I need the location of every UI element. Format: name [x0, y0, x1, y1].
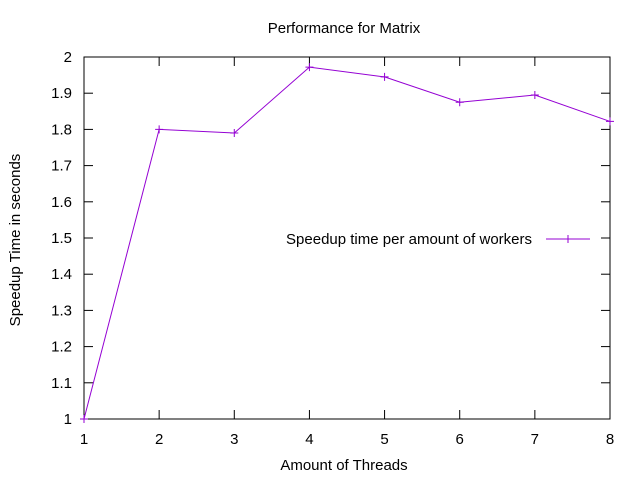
series-line — [83, 66, 611, 420]
y-tick-label: 1.7 — [51, 158, 72, 175]
x-axis-label: Amount of Threads — [280, 457, 407, 474]
x-tick-label: 3 — [230, 431, 238, 448]
y-tick-label: 1 — [64, 411, 72, 428]
data-point-marker — [155, 125, 164, 134]
data-point-marker — [606, 117, 614, 126]
series-layer — [80, 63, 614, 423]
data-point-marker — [455, 98, 464, 107]
chart-title: Performance for Matrix — [268, 20, 421, 37]
y-tick-label: 1.9 — [51, 85, 72, 102]
data-point-marker — [530, 91, 539, 100]
y-tick-label: 1.3 — [51, 302, 72, 319]
data-point-marker — [305, 63, 314, 72]
x-tick-label: 6 — [456, 431, 464, 448]
data-point-marker — [230, 129, 239, 138]
y-tick-label: 1.1 — [51, 375, 72, 392]
y-tick-label: 2 — [64, 49, 72, 66]
legend-label: Speedup time per amount of workers — [286, 231, 532, 248]
data-point-marker — [380, 72, 389, 81]
y-tick-label: 1.2 — [51, 339, 72, 356]
y-axis-label: Speedup Time in seconds — [7, 154, 24, 327]
legend: Speedup time per amount of workers — [286, 231, 590, 248]
plot-frame — [83, 56, 611, 420]
x-tick-label: 7 — [531, 431, 539, 448]
y-tick-label: 1.6 — [51, 194, 72, 211]
y-tick-label: 1.5 — [51, 230, 72, 247]
x-axis-ticks: 1 2 3 4 5 6 7 8 — [80, 57, 614, 448]
legend-marker — [564, 235, 572, 243]
y-tick-label: 1.8 — [51, 121, 72, 138]
y-axis-ticks: 1 1.1 1.2 1.3 1.4 1.5 1.6 1.7 1.8 1.9 2 — [51, 49, 610, 428]
y-tick-label: 1.4 — [51, 266, 72, 283]
x-tick-label: 2 — [155, 431, 163, 448]
x-tick-label: 4 — [305, 431, 313, 448]
x-tick-label: 8 — [606, 431, 614, 448]
x-tick-label: 5 — [380, 431, 388, 448]
x-tick-label: 1 — [80, 431, 88, 448]
data-point-marker — [80, 415, 88, 423]
